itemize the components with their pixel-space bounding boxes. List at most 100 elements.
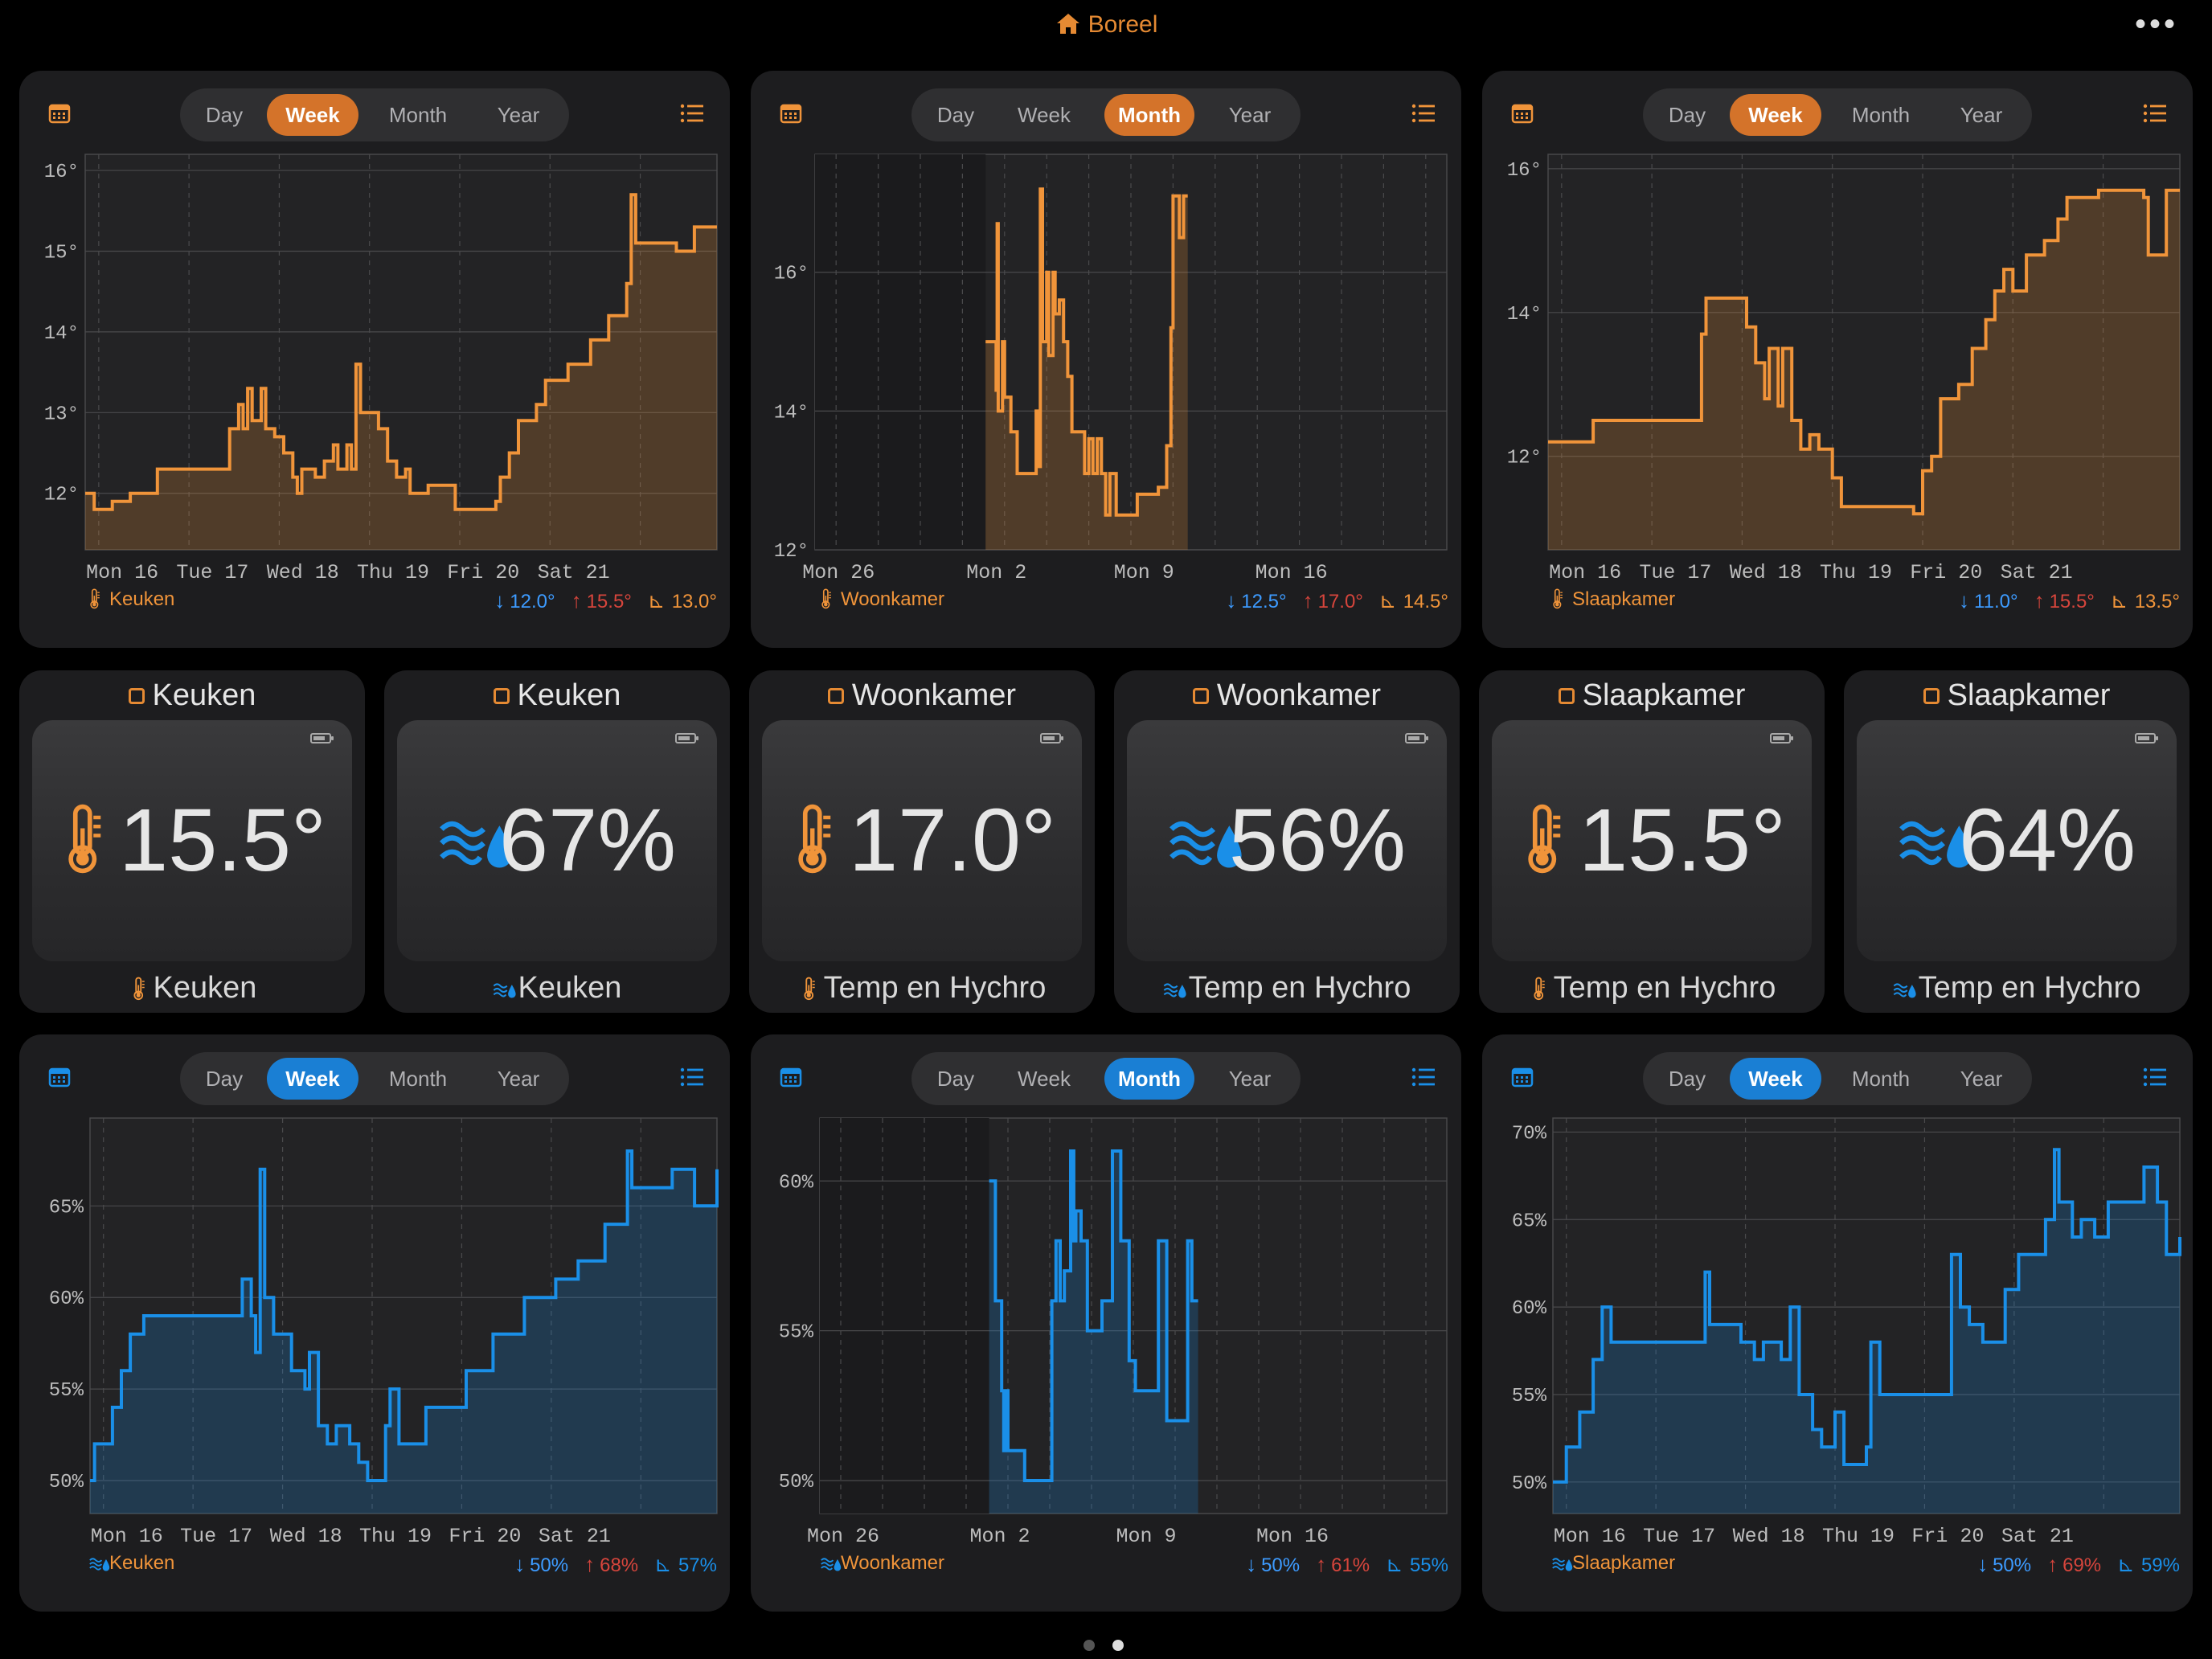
chart-plot: 12° 13° 14° 15° 16° Mon 16 Tue 17 Wed 18 Thu 19 F… xyxy=(44,154,718,584)
period-tab-week[interactable]: Week xyxy=(267,1058,358,1100)
tile-device-name: Keuken xyxy=(518,971,622,1005)
period-tab-year[interactable]: Year xyxy=(1228,1067,1272,1091)
tile-value-card[interactable]: 64% xyxy=(1857,720,2177,961)
tile-value-card[interactable]: 56% xyxy=(1127,720,1447,961)
stat-avg: 59% xyxy=(2140,1555,2180,1576)
thermometer-icon xyxy=(58,794,111,874)
calendar-icon[interactable] xyxy=(1511,103,1534,124)
period-segmented-control[interactable]: Day Week Month Year xyxy=(911,88,1301,141)
tile-footer: Keuken xyxy=(384,971,730,1006)
calendar-icon[interactable] xyxy=(48,1067,71,1088)
humidity-icon xyxy=(1551,1555,1573,1576)
period-tab-month[interactable]: Month xyxy=(388,103,448,127)
period-tab-year[interactable]: Year xyxy=(1960,103,2003,127)
max-arrow-icon: ↑ xyxy=(1302,588,1313,612)
sensor-tile[interactable]: Slaapkamer 15.5° Temp en Hychro xyxy=(1479,670,1825,1013)
home-icon xyxy=(1056,14,1079,34)
x-tick-label: Thu 19 xyxy=(359,1525,432,1548)
period-tab-week[interactable]: Week xyxy=(1730,94,1821,136)
y-tick-label: 55% xyxy=(49,1380,84,1402)
tile-title: Keuken xyxy=(19,678,365,713)
period-segmented-control[interactable]: Day Week Month Year xyxy=(1643,88,2032,141)
sensor-tile[interactable]: Keuken 67% Keuken xyxy=(384,670,730,1013)
tile-room-name: Slaapkamer xyxy=(1947,678,2111,712)
average-icon: ⊾ xyxy=(2110,588,2128,612)
period-tab-week[interactable]: Week xyxy=(267,94,358,136)
page-dot-2[interactable] xyxy=(1112,1640,1124,1651)
x-tick-label: Mon 26 xyxy=(807,1525,879,1548)
tile-value-card[interactable]: 17.0° xyxy=(762,720,1082,961)
tile-footer: Keuken xyxy=(19,971,365,1006)
tile-value-card[interactable]: 67% xyxy=(397,720,717,961)
period-tab-year[interactable]: Year xyxy=(1960,1067,2003,1091)
period-tab-day[interactable]: Day xyxy=(1668,1067,1706,1091)
app-title[interactable]: Boreel xyxy=(0,11,2212,39)
stat-min: 12.5° xyxy=(1241,591,1287,612)
page-dot-1[interactable] xyxy=(1083,1640,1095,1651)
sensor-tile[interactable]: Woonkamer 17.0° Temp en Hychro xyxy=(749,670,1095,1013)
calendar-icon[interactable] xyxy=(48,103,71,124)
period-tab-week[interactable]: Week xyxy=(1730,1058,1821,1100)
period-tab-day[interactable]: Day xyxy=(936,1067,975,1091)
stat-avg: 57% xyxy=(678,1555,717,1576)
period-tab-day[interactable]: Day xyxy=(1668,103,1706,127)
x-tick-label: Tue 17 xyxy=(1639,561,1711,584)
period-tab-year[interactable]: Year xyxy=(497,1067,540,1091)
thermometer-icon xyxy=(128,974,150,1001)
period-tab-month[interactable]: Month xyxy=(1851,103,1911,127)
tile-reading: 15.5° xyxy=(1492,789,1812,891)
list-icon[interactable] xyxy=(680,1067,704,1088)
sensor-tile[interactable]: Woonkamer 56% Temp en Hychro xyxy=(1114,670,1460,1013)
tile-reading: 56% xyxy=(1127,789,1447,891)
calendar-icon[interactable] xyxy=(1511,1067,1534,1088)
tile-value-card[interactable]: 15.5° xyxy=(32,720,352,961)
tile-title: Woonkamer xyxy=(1114,678,1460,713)
chart-stats: ↓ 12.0° ↑ 15.5° ⊾ 13.0° xyxy=(486,588,717,613)
list-icon[interactable] xyxy=(1411,103,1436,124)
list-icon[interactable] xyxy=(2143,1067,2167,1088)
period-tab-year[interactable]: Year xyxy=(1228,103,1272,127)
tile-device-name: Keuken xyxy=(153,971,257,1005)
list-icon[interactable] xyxy=(1411,1067,1436,1088)
tile-footer: Temp en Hychro xyxy=(749,971,1095,1006)
period-tab-week[interactable]: Week xyxy=(1018,1067,1071,1091)
period-tab-month[interactable]: Month xyxy=(1104,1058,1194,1100)
period-segmented-control[interactable]: Day Week Month Year xyxy=(1643,1052,2032,1105)
tile-reading: 67% xyxy=(397,789,717,891)
more-menu-button[interactable]: ••• xyxy=(2134,6,2178,42)
list-icon[interactable] xyxy=(680,103,704,124)
stat-max: 68% xyxy=(600,1555,639,1576)
list-icon[interactable] xyxy=(2143,103,2167,124)
tile-value-card[interactable]: 15.5° xyxy=(1492,720,1812,961)
period-tab-day[interactable]: Day xyxy=(205,1067,244,1091)
period-tab-day[interactable]: Day xyxy=(936,103,975,127)
period-tab-month[interactable]: Month xyxy=(1851,1067,1911,1091)
x-tick-label: Fri 20 xyxy=(449,1525,521,1548)
chart-stats: ↓ 11.0° ↑ 15.5° ⊾ 13.5° xyxy=(1951,588,2180,613)
period-segmented-control[interactable]: Day Week Month Year xyxy=(180,1052,569,1105)
sensor-tile[interactable]: Keuken 15.5° Keuken xyxy=(19,670,365,1013)
sensor-name: Slaapkamer xyxy=(1572,1552,1676,1574)
period-segmented-control[interactable]: Day Week Month Year xyxy=(180,88,569,141)
tile-value: 15.5° xyxy=(118,791,327,890)
period-tab-month[interactable]: Month xyxy=(388,1067,448,1091)
period-tab-year[interactable]: Year xyxy=(497,103,540,127)
chart-plot: 12° 14° 16° Mon 16 Tue 17 Wed 18 Thu 19 Fri 20 S… xyxy=(1507,154,2181,584)
calendar-icon[interactable] xyxy=(780,1067,802,1088)
period-tab-day[interactable]: Day xyxy=(205,103,244,127)
room-icon xyxy=(1192,688,1209,704)
y-tick-label: 12° xyxy=(774,541,809,563)
y-tick-label: 16° xyxy=(44,162,79,183)
period-segmented-control[interactable]: Day Week Month Year xyxy=(911,1052,1301,1105)
tile-footer: Temp en Hychro xyxy=(1844,971,2189,1006)
period-tab-week[interactable]: Week xyxy=(1018,103,1071,127)
average-icon: ⊾ xyxy=(2117,1552,2135,1576)
chart-panel-temp-woonkamer: Day Week Month Year 12° 14° 16° Mon 26 Mon 2 Mon … xyxy=(751,71,1461,648)
calendar-icon[interactable] xyxy=(780,103,802,124)
series-line xyxy=(85,193,717,511)
no-data-region xyxy=(820,1118,989,1514)
sensor-tile[interactable]: Slaapkamer 64% Temp en Hychro xyxy=(1844,670,2189,1013)
sensor-name: Woonkamer xyxy=(841,1552,944,1574)
period-tab-month[interactable]: Month xyxy=(1104,94,1194,136)
thermometer-icon xyxy=(1528,974,1550,1001)
